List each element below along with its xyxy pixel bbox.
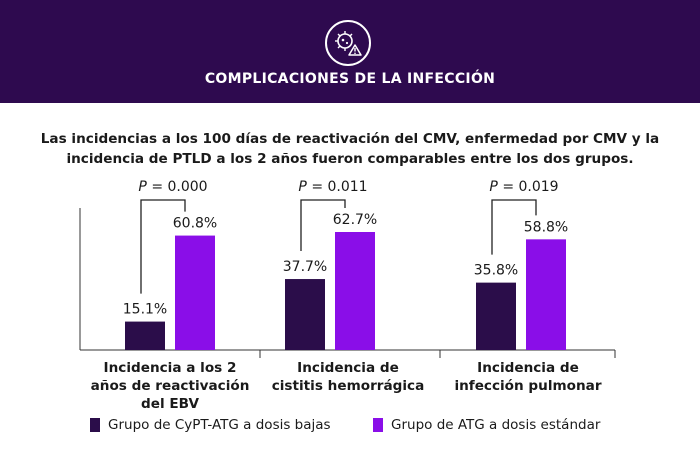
category-label-2-line-0: Incidencia de <box>477 360 579 376</box>
virus-warning-icon <box>325 20 371 66</box>
p-value-bracket-0 <box>140 199 186 294</box>
legend-swatch-standard-dose <box>373 418 383 432</box>
legend-item-standard-dose: Grupo de ATG a dosis estándar <box>373 415 600 435</box>
bar-standard-dose-1 <box>335 232 375 350</box>
data-label-standard-dose-2: 58.8% <box>524 219 568 235</box>
legend-label-low-dose: Grupo de CyPT-ATG a dosis bajas <box>108 417 331 433</box>
bar-low-dose-2 <box>476 282 516 350</box>
header-title: COMPLICACIONES DE LA INFECCIÓN <box>204 71 496 87</box>
p-value-label-2: P = 0.019 <box>489 179 558 195</box>
chart-subtitle: Las incidencias a los 100 días de reacti… <box>40 131 660 167</box>
category-label-0-line-0: Incidencia a los 2 <box>104 360 237 376</box>
data-label-standard-dose-1: 62.7% <box>333 212 377 228</box>
data-label-low-dose-1: 37.7% <box>283 259 327 275</box>
p-value-bracket-2 <box>491 199 537 255</box>
bar-standard-dose-0 <box>175 235 215 350</box>
legend-label-standard-dose: Grupo de ATG a dosis estándar <box>391 417 601 433</box>
bar-standard-dose-2 <box>526 239 566 350</box>
data-label-standard-dose-0: 60.8% <box>173 216 217 232</box>
legend-item-low-dose: Grupo de CyPT-ATG a dosis bajas <box>90 415 331 435</box>
category-label-1-line-0: Incidencia de <box>297 360 399 376</box>
p-value-label-1: P = 0.011 <box>298 179 367 195</box>
data-label-low-dose-0: 15.1% <box>123 302 167 318</box>
legend-swatch-low-dose <box>90 418 100 432</box>
p-value-bracket-1 <box>300 199 346 252</box>
bar-low-dose-1 <box>285 279 325 350</box>
category-label-0-line-1: años de reactivación <box>91 378 250 394</box>
category-label-1-line-1: cistitis hemorrágica <box>272 378 425 394</box>
data-label-low-dose-2: 35.8% <box>474 263 518 279</box>
header-banner: COMPLICACIONES DE LA INFECCIÓN <box>0 0 700 103</box>
bar-low-dose-0 <box>125 321 165 350</box>
category-label-0-line-2: del EBV <box>141 396 199 412</box>
p-value-label-0: P = 0.000 <box>138 179 207 195</box>
category-label-2-line-1: infección pulmonar <box>454 378 601 394</box>
